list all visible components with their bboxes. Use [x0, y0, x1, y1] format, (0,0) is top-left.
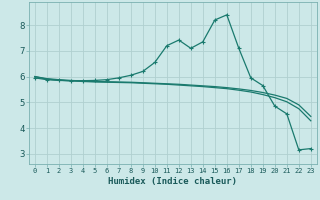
X-axis label: Humidex (Indice chaleur): Humidex (Indice chaleur)	[108, 177, 237, 186]
